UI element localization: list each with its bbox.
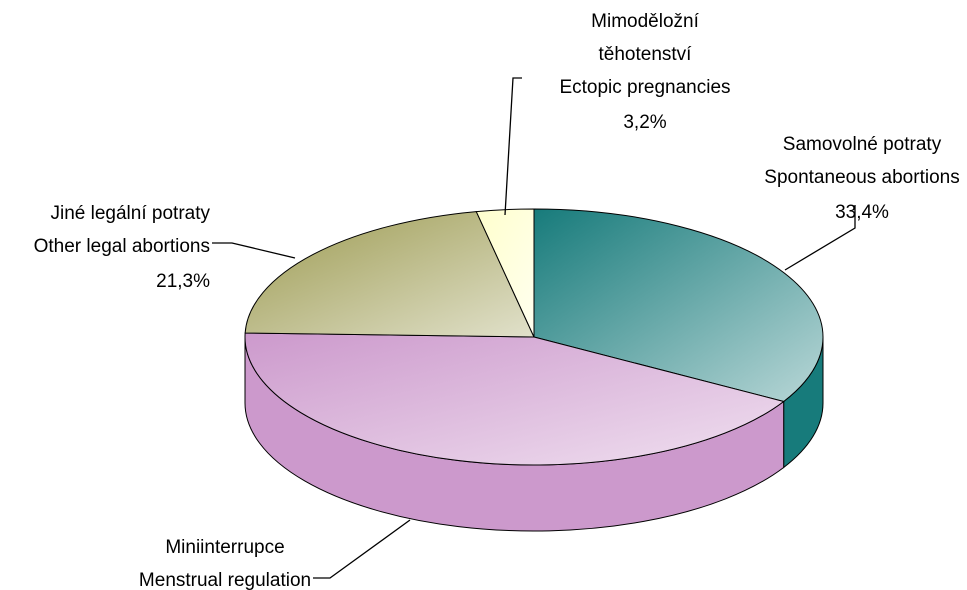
label-cz: Jiné legální potraty [51, 203, 211, 224]
pie-slice [533, 208, 824, 403]
label-cz: těhotenství [599, 44, 693, 65]
label-cz: Miniinterrupce [165, 537, 284, 558]
leader-line [212, 242, 296, 259]
value-label: 21,3% [156, 271, 210, 292]
label-en: Other legal abortions [34, 236, 210, 257]
pie-tops [244, 208, 824, 466]
value-label: 3,2% [623, 112, 666, 133]
leader-line [784, 205, 856, 271]
label-cz: Mimoděložní [591, 11, 699, 32]
pie-slice [244, 332, 785, 466]
leader-line [504, 77, 522, 216]
leader-line [313, 519, 411, 579]
value-label: 33,4% [835, 202, 889, 223]
label-cz: Samovolné potraty [783, 134, 942, 155]
label-en: Ectopic pregnancies [559, 77, 730, 98]
label-en: Menstrual regulation [139, 570, 311, 590]
labels: Samovolné potraty Spontaneous abortions 33… [34, 11, 960, 590]
pie-slice [244, 211, 535, 338]
label-en: Spontaneous abortions [764, 167, 959, 188]
